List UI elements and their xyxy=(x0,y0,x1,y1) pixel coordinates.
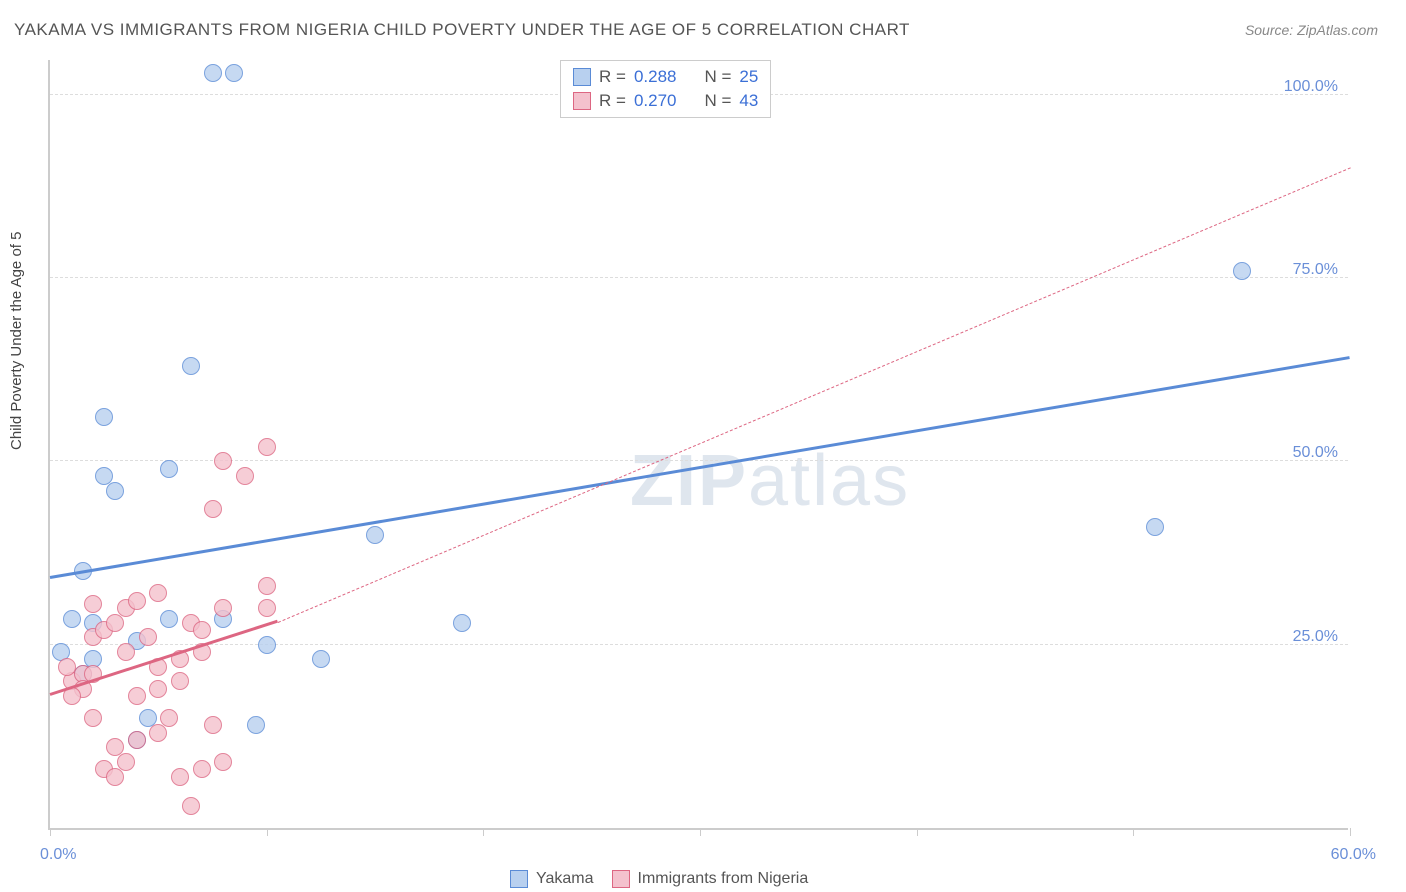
data-point xyxy=(236,467,254,485)
x-tick xyxy=(483,828,484,836)
data-point xyxy=(171,672,189,690)
y-tick-label: 100.0% xyxy=(1284,78,1338,96)
data-point xyxy=(149,680,167,698)
legend-r-value: 0.288 xyxy=(634,67,677,87)
data-point xyxy=(128,731,146,749)
legend-r-value: 0.270 xyxy=(634,91,677,111)
x-tick xyxy=(1350,828,1351,836)
gridline xyxy=(50,277,1348,278)
data-point xyxy=(204,500,222,518)
watermark: ZIPatlas xyxy=(630,440,910,522)
y-tick-label: 75.0% xyxy=(1293,261,1338,279)
x-tick xyxy=(50,828,51,836)
source-label: Source: ZipAtlas.com xyxy=(1245,22,1378,38)
y-axis-label: Child Poverty Under the Age of 5 xyxy=(8,232,25,450)
data-point xyxy=(128,687,146,705)
legend-label: Immigrants from Nigeria xyxy=(638,870,809,888)
data-point xyxy=(171,768,189,786)
legend-swatch xyxy=(612,870,630,888)
gridline xyxy=(50,460,1348,461)
watermark-bold: ZIP xyxy=(630,441,748,521)
data-point xyxy=(160,709,178,727)
data-point xyxy=(312,650,330,668)
data-point xyxy=(453,614,471,632)
legend-correlation: R = 0.288 N = 25 R = 0.270 N = 43 xyxy=(560,60,771,118)
data-point xyxy=(58,658,76,676)
data-point xyxy=(204,716,222,734)
data-point xyxy=(63,610,81,628)
legend-swatch xyxy=(573,68,591,86)
legend-row: R = 0.288 N = 25 xyxy=(573,65,758,89)
legend-swatch xyxy=(510,870,528,888)
data-point xyxy=(182,797,200,815)
data-point xyxy=(258,577,276,595)
data-point xyxy=(95,408,113,426)
data-point xyxy=(84,709,102,727)
data-point xyxy=(247,716,265,734)
data-point xyxy=(214,452,232,470)
data-point xyxy=(193,621,211,639)
legend-n-label: N = xyxy=(704,91,731,111)
x-tick xyxy=(700,828,701,836)
legend-item: Yakama xyxy=(510,870,594,888)
data-point xyxy=(106,768,124,786)
data-point xyxy=(258,636,276,654)
data-point xyxy=(214,599,232,617)
data-point xyxy=(84,595,102,613)
legend-r-label: R = xyxy=(599,91,626,111)
data-point xyxy=(225,64,243,82)
trend-line xyxy=(277,167,1350,623)
x-tick-label-max: 60.0% xyxy=(1331,846,1376,864)
data-point xyxy=(182,357,200,375)
legend-r-label: R = xyxy=(599,67,626,87)
data-point xyxy=(366,526,384,544)
legend-row: R = 0.270 N = 43 xyxy=(573,89,758,113)
gridline xyxy=(50,644,1348,645)
data-point xyxy=(128,592,146,610)
data-point xyxy=(160,460,178,478)
x-tick xyxy=(1133,828,1134,836)
legend-item: Immigrants from Nigeria xyxy=(612,870,809,888)
data-point xyxy=(193,760,211,778)
legend-series: Yakama Immigrants from Nigeria xyxy=(510,870,808,888)
data-point xyxy=(106,482,124,500)
data-point xyxy=(106,614,124,632)
plot-area: ZIPatlas 25.0% 50.0% 75.0% 100.0% xyxy=(48,60,1348,830)
legend-swatch xyxy=(573,92,591,110)
data-point xyxy=(204,64,222,82)
legend-n-label: N = xyxy=(704,67,731,87)
data-point xyxy=(1146,518,1164,536)
data-point xyxy=(1233,262,1251,280)
chart-container: YAKAMA VS IMMIGRANTS FROM NIGERIA CHILD … xyxy=(0,0,1406,892)
y-tick-label: 25.0% xyxy=(1293,628,1338,646)
legend-n-value: 25 xyxy=(739,67,758,87)
data-point xyxy=(149,584,167,602)
legend-label: Yakama xyxy=(536,870,594,888)
data-point xyxy=(160,610,178,628)
chart-title: YAKAMA VS IMMIGRANTS FROM NIGERIA CHILD … xyxy=(14,20,910,40)
x-tick-label-min: 0.0% xyxy=(40,846,76,864)
data-point xyxy=(214,753,232,771)
data-point xyxy=(117,643,135,661)
x-tick xyxy=(267,828,268,836)
data-point xyxy=(149,724,167,742)
y-tick-label: 50.0% xyxy=(1293,444,1338,462)
data-point xyxy=(139,628,157,646)
x-tick xyxy=(917,828,918,836)
legend-n-value: 43 xyxy=(739,91,758,111)
data-point xyxy=(258,599,276,617)
data-point xyxy=(258,438,276,456)
